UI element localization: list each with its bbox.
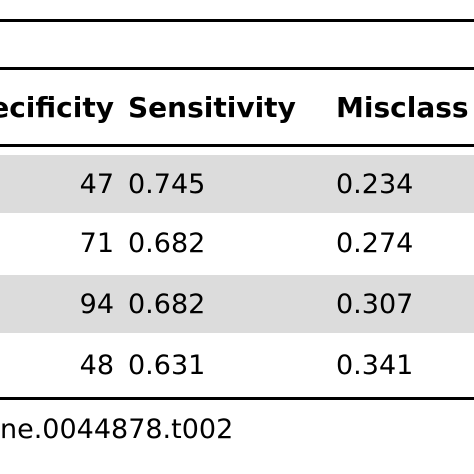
table-row: 71 0.682 0.274 bbox=[0, 214, 474, 272]
header-misclassification: Misclass bbox=[336, 91, 469, 124]
cell-sensitivity: 0.682 bbox=[128, 288, 206, 320]
table-bottom-rule bbox=[0, 397, 474, 400]
table-header-row: ecificity Sensitivity Misclass bbox=[0, 79, 474, 137]
cell-specificity: 71 bbox=[79, 227, 114, 259]
header-sensitivity: Sensitivity bbox=[128, 91, 296, 124]
cell-specificity: 47 bbox=[79, 168, 114, 200]
cell-sensitivity: 0.682 bbox=[128, 227, 206, 259]
table-row: 94 0.682 0.307 bbox=[0, 275, 474, 333]
cell-misclassification: 0.274 bbox=[336, 227, 414, 259]
cell-misclassification: 0.307 bbox=[336, 288, 414, 320]
cell-sensitivity: 0.631 bbox=[128, 349, 206, 381]
cell-misclassification: 0.341 bbox=[336, 349, 414, 381]
table-top-rule bbox=[0, 19, 474, 22]
header-specificity: ecificity bbox=[0, 91, 114, 124]
cell-misclassification: 0.234 bbox=[336, 168, 414, 200]
table-row: 47 0.745 0.234 bbox=[0, 155, 474, 213]
table-row: 48 0.631 0.341 bbox=[0, 336, 474, 394]
header-top-rule bbox=[0, 67, 474, 70]
cell-specificity: 48 bbox=[79, 349, 114, 381]
cell-sensitivity: 0.745 bbox=[128, 168, 206, 200]
header-bottom-rule bbox=[0, 144, 474, 147]
cell-specificity: 94 bbox=[79, 288, 114, 320]
table-doi-caption: ne.0044878.t002 bbox=[0, 413, 234, 445]
